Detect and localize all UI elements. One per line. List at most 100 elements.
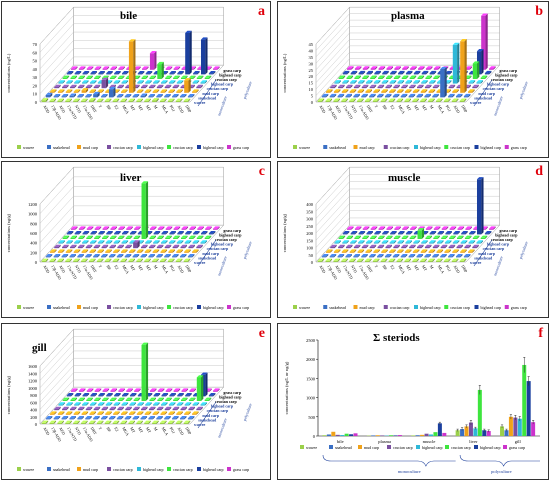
bar-side (105, 416, 108, 420)
y-tick-label: 600 (30, 400, 38, 405)
bar-side (481, 177, 484, 235)
bar-top (200, 240, 208, 243)
bar-top (398, 70, 405, 74)
bar-side (132, 258, 135, 262)
legend-label: grass carp (511, 305, 527, 310)
bar (452, 91, 457, 93)
gridline (39, 15, 74, 53)
bar-side (452, 254, 455, 258)
y-axis-label: concentrations (ng/L) (282, 53, 287, 92)
bar-side (122, 226, 125, 230)
bar-top (57, 411, 65, 414)
bar (504, 430, 509, 436)
group-bracket (197, 79, 217, 107)
bar (436, 260, 441, 262)
bar-top (317, 258, 325, 261)
bar-side (469, 226, 472, 230)
bar-top (65, 411, 73, 414)
bar-top (129, 231, 137, 234)
legend-label: bighead carp (203, 305, 224, 310)
bar (353, 433, 358, 436)
bar-side (136, 416, 140, 420)
bar-top (389, 89, 396, 92)
monoculture-label: monoculture (216, 417, 228, 438)
gridline (315, 210, 350, 248)
series-axis-label: crucian carp (215, 237, 237, 242)
bar (62, 87, 67, 89)
bar-top (167, 98, 175, 101)
legend-swatch (227, 145, 231, 149)
bar-side (125, 249, 128, 253)
bar-side (160, 254, 163, 258)
y-tick-label: 5 (311, 94, 314, 99)
bar (213, 68, 218, 70)
bar-side (94, 393, 98, 397)
bar (136, 100, 141, 102)
bar-top (133, 397, 141, 400)
bar-side (398, 235, 401, 239)
x-tick-label: MT (145, 264, 153, 272)
legend-label: wawee (299, 305, 310, 310)
bar (484, 73, 490, 75)
bar-side (196, 240, 200, 244)
bar-top (192, 89, 199, 92)
bar-top (333, 249, 341, 252)
bar-top (132, 254, 140, 257)
legend-label: snakehead (53, 305, 70, 310)
bar-top (70, 397, 78, 400)
bar (433, 237, 438, 239)
bar (358, 82, 363, 84)
bar (401, 237, 407, 239)
bar-side (176, 84, 180, 89)
bar (342, 82, 347, 84)
bar-side (94, 402, 97, 406)
bar-side (428, 254, 431, 258)
bar (389, 251, 394, 253)
polyculture-bracket (459, 454, 540, 467)
x-tick-label: gill (515, 439, 522, 444)
bar (436, 251, 441, 253)
legend-swatch (444, 305, 449, 309)
y-tick-label: 350 (306, 209, 314, 214)
bar-top (137, 71, 145, 74)
bar-side (355, 231, 358, 235)
bar-side (365, 93, 368, 98)
bar-top (448, 84, 456, 87)
bar-top (94, 388, 102, 391)
bar (94, 399, 99, 401)
panel-letter-f: f (538, 326, 543, 341)
bar (409, 247, 414, 249)
gridline (315, 26, 350, 64)
bar (176, 91, 181, 93)
bar (148, 418, 153, 420)
bar-top (86, 388, 94, 391)
bar-side (105, 77, 109, 89)
bar-top (41, 98, 49, 101)
series-axis-label: crucian carp (207, 86, 229, 91)
bar (168, 413, 173, 415)
bar-top (187, 254, 195, 257)
bar-side (362, 231, 366, 235)
bar (333, 100, 338, 102)
bar-side (209, 66, 212, 70)
bar-top (149, 397, 156, 400)
bar-side (124, 420, 128, 424)
bar-top (183, 98, 191, 101)
bar (393, 435, 398, 436)
legend-swatch (503, 445, 507, 449)
bar-side (456, 89, 459, 93)
bar-side (354, 240, 357, 244)
bar-top (181, 235, 188, 238)
bar-top (81, 88, 89, 91)
bar (165, 237, 170, 239)
bar-side (330, 249, 333, 253)
bar (136, 260, 141, 262)
bar-top (96, 98, 104, 101)
bar-top (358, 80, 365, 83)
bar-top (82, 240, 89, 243)
bar (120, 422, 125, 424)
bar-side (172, 420, 175, 424)
bar-top (137, 402, 144, 405)
bar-top (425, 66, 433, 69)
bar-side (122, 75, 125, 79)
